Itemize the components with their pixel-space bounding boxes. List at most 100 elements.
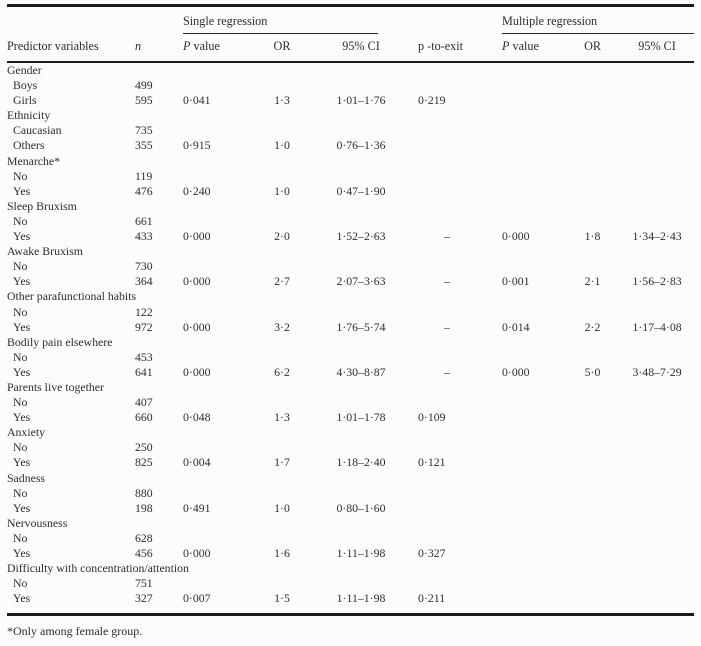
- cell-multiple-p: [495, 169, 565, 184]
- table-row: Girls 595 0·041 1·3 1·01–1·76 0·219: [7, 93, 694, 108]
- cell-single-ci: 0·80–1·60: [336, 500, 386, 515]
- cell-single-p: [176, 350, 253, 365]
- cell-n: 880: [135, 485, 153, 500]
- cell-n: 433: [135, 229, 153, 244]
- cell-n: 364: [135, 274, 153, 289]
- cell-n: 250: [135, 440, 153, 455]
- table-row: Caucasian 735: [7, 123, 694, 138]
- cell-single-ci: [311, 440, 411, 455]
- table-row: Yes 433 0·000 2·0 1·52–2·63 – 0·000 1·8 1·34–2·4…: [7, 229, 694, 244]
- group-label: Ethnicity: [7, 108, 51, 123]
- cell-n: 456: [135, 546, 153, 560]
- cell-predictor: No: [13, 168, 28, 183]
- table-row: No 751: [7, 576, 694, 591]
- group-label: Other parafunctional habits: [7, 289, 137, 304]
- cell-single-or: [253, 305, 311, 320]
- cell-n: 660: [135, 410, 153, 425]
- cell-single-ci: [311, 259, 411, 274]
- cell-multiple-or: [565, 169, 620, 184]
- p-symbol: P: [183, 39, 191, 53]
- cell-multiple-or: [565, 214, 620, 229]
- cell-n: 825: [135, 455, 153, 470]
- cell-multiple-ci: [620, 501, 694, 516]
- cell-predictor: No: [13, 304, 28, 319]
- cell-multiple-ci: 1·56–2·83: [632, 274, 682, 289]
- group-row: Menarche*: [7, 154, 694, 169]
- group-row: Awake Bruxism: [7, 244, 694, 259]
- cell-predictor: No: [13, 349, 28, 364]
- cell-single-or: [253, 78, 311, 93]
- cell-multiple-or: 2·2: [584, 319, 601, 334]
- group-row: Ethnicity: [7, 108, 694, 123]
- cell-single-ci: [311, 350, 411, 365]
- col-header-single-ci: 95% CI: [311, 34, 412, 63]
- cell-p-to-exit: 0·211: [418, 591, 446, 606]
- group-row: Bodily pain elsewhere: [7, 335, 694, 350]
- cell-predictor: Yes: [13, 546, 31, 560]
- span-header-spacer: [411, 7, 495, 34]
- col-header-single-or: OR: [253, 34, 311, 63]
- cell-n: 628: [135, 530, 153, 545]
- multiple-regression-header: Multiple regression: [495, 7, 695, 34]
- table-row: No 119: [7, 169, 694, 184]
- cell-multiple-p: 0·000: [502, 364, 530, 379]
- cell-predictor: Others: [13, 138, 45, 153]
- cell-multiple-p: [495, 123, 565, 138]
- cell-single-p: [176, 486, 253, 501]
- table-row: No 628: [7, 531, 694, 546]
- cell-multiple-or: [565, 138, 620, 153]
- cell-multiple-ci: [620, 440, 694, 455]
- cell-p-to-exit: [411, 350, 495, 365]
- table-bottom-rule: [7, 613, 694, 617]
- table-row: Yes 825 0·004 1·7 1·18–2·40 0·121: [7, 455, 694, 470]
- group-label: Gender: [7, 63, 42, 77]
- table-row: No 661: [7, 214, 694, 229]
- cell-multiple-or: 5·0: [584, 364, 601, 379]
- cell-single-or: [253, 576, 311, 591]
- table-row: Yes 476 0·240 1·0 0·47–1·90: [7, 184, 694, 199]
- cell-single-or: 3·2: [274, 319, 290, 334]
- cell-single-p: [176, 78, 253, 93]
- cell-multiple-p: 0·000: [502, 229, 530, 244]
- cell-multiple-p: [495, 440, 565, 455]
- cell-multiple-ci: 3·48–7·29: [632, 364, 682, 379]
- cell-single-ci: 1·52–2·63: [336, 229, 386, 244]
- group-row: Gender: [7, 62, 694, 78]
- cell-single-p: 0·491: [183, 500, 211, 515]
- cell-multiple-ci: 1·34–2·43: [632, 229, 682, 244]
- table-row: Yes 972 0·000 3·2 1·76–5·74 – 0·014 2·2 1·17–4·0…: [7, 320, 694, 335]
- cell-predictor: Caucasian: [13, 123, 62, 138]
- cell-single-p: [176, 531, 253, 546]
- cell-multiple-ci: [620, 546, 694, 561]
- cell-n: 595: [135, 93, 153, 108]
- cell-multiple-or: [565, 546, 620, 561]
- table-row: No 880: [7, 486, 694, 501]
- cell-p-to-exit: [411, 214, 495, 229]
- cell-n: 972: [135, 319, 153, 334]
- col-header-p-to-exit: p -to-exit: [411, 34, 496, 63]
- cell-multiple-or: [565, 410, 620, 425]
- cell-p-to-exit: [411, 184, 495, 199]
- cell-single-p: [176, 305, 253, 320]
- cell-multiple-p: [495, 576, 565, 591]
- cell-multiple-ci: [620, 305, 694, 320]
- cell-p-to-exit: –: [444, 274, 450, 289]
- cell-single-or: 1·7: [274, 455, 290, 470]
- cell-multiple-p: [495, 410, 565, 425]
- cell-multiple-or: [565, 395, 620, 410]
- cell-multiple-or: [565, 531, 620, 546]
- single-regression-header: Single regression: [176, 7, 411, 34]
- cell-multiple-ci: [620, 531, 694, 546]
- cell-predictor: No: [13, 576, 28, 591]
- cell-multiple-p: [495, 546, 565, 561]
- single-regression-label: Single regression: [183, 14, 379, 34]
- cell-single-p: 0·000: [183, 364, 211, 379]
- group-row: Sleep Bruxism: [7, 199, 694, 214]
- cell-p-to-exit: [411, 531, 495, 546]
- cell-multiple-p: [495, 305, 565, 320]
- col-header-n: n: [128, 34, 176, 63]
- span-header-spacer: [7, 7, 176, 34]
- cell-multiple-p: 0·014: [502, 319, 530, 334]
- table-body: Gender Boys 499 Girls 595 0·041 1·3 1·01–1·76 0·…: [7, 62, 694, 606]
- cell-multiple-or: [565, 305, 620, 320]
